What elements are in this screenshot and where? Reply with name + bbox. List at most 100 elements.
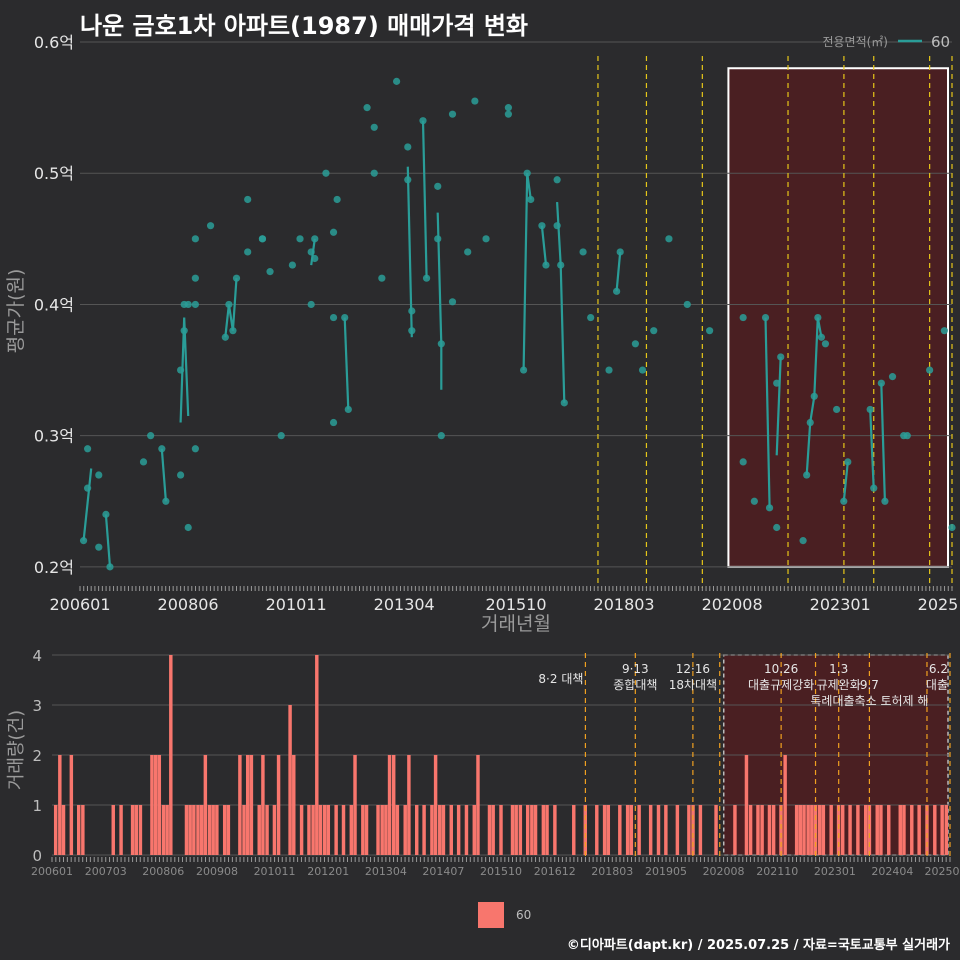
data-point <box>870 484 878 492</box>
data-point <box>553 222 561 230</box>
bar <box>387 755 392 855</box>
data-point <box>393 77 401 85</box>
bar <box>292 755 296 855</box>
bar <box>491 805 495 855</box>
x-tick-label: 20250 <box>925 865 960 878</box>
data-point <box>404 176 412 184</box>
bar <box>315 655 319 855</box>
data-point <box>370 123 378 131</box>
data-point <box>799 537 807 545</box>
data-point <box>527 195 535 204</box>
x-tick-label: 201011 <box>266 595 327 614</box>
data-point <box>888 373 897 381</box>
bar <box>222 805 227 855</box>
data-point <box>817 333 826 341</box>
x-tick-label: 200908 <box>196 865 238 878</box>
bar <box>207 805 212 855</box>
x-tick-label: 200703 <box>85 865 127 878</box>
bar <box>687 805 691 855</box>
bar <box>545 805 549 855</box>
x-tick-label: 202301 <box>814 865 856 878</box>
bar <box>472 805 477 855</box>
bar <box>476 755 480 855</box>
policy-annotation: 9.7 <box>860 678 879 692</box>
data-point <box>370 169 378 177</box>
x-tick-label: 201304 <box>365 865 407 878</box>
data-point <box>821 340 830 348</box>
data-point <box>408 327 416 335</box>
y-axis-title: 거래량(건) <box>6 710 27 790</box>
data-point <box>553 176 561 184</box>
data-point <box>84 484 92 492</box>
bar <box>629 805 634 855</box>
bottom-legend: 60 <box>478 902 531 928</box>
highlight-region <box>727 67 950 568</box>
data-point <box>322 169 330 177</box>
data-point <box>739 458 747 466</box>
data-point <box>903 432 911 440</box>
data-point <box>504 110 512 118</box>
data-point <box>296 235 304 243</box>
bar <box>821 805 826 855</box>
data-point <box>404 143 412 151</box>
bar <box>395 805 400 855</box>
x-tick-label: 201510 <box>480 865 522 878</box>
data-point <box>739 313 747 322</box>
y-axis-title: 평균가(원) <box>5 269 27 354</box>
policy-annotation: 8·2 대책 <box>538 671 583 686</box>
series-line-segment <box>880 383 886 502</box>
data-point <box>881 497 889 505</box>
bar <box>533 805 538 855</box>
data-point <box>329 418 338 427</box>
x-tick-label: 201510 <box>485 595 546 614</box>
data-point <box>579 248 587 256</box>
bar <box>422 805 426 855</box>
x-tick-label: 202110 <box>756 865 798 878</box>
y-tick-label: 1 <box>32 797 42 815</box>
legend-swatch <box>478 902 504 928</box>
bar <box>119 805 123 855</box>
data-point <box>773 523 781 532</box>
bar <box>541 805 546 855</box>
bar <box>81 805 85 855</box>
bar <box>111 805 115 855</box>
data-point <box>464 248 472 256</box>
x-tick-label: 202008 <box>703 865 745 878</box>
bar <box>165 805 169 855</box>
bar <box>380 805 384 855</box>
bar <box>130 805 135 855</box>
policy-annotation: 대출 <box>926 678 948 692</box>
bar <box>441 805 446 855</box>
bar <box>153 755 158 855</box>
bar <box>618 805 622 855</box>
data-point <box>844 458 852 466</box>
bar <box>840 805 845 855</box>
bar <box>813 805 818 855</box>
bar <box>384 805 388 855</box>
series-line-segment <box>179 317 190 423</box>
bar <box>134 805 139 855</box>
bar <box>714 805 718 855</box>
bar <box>595 805 599 855</box>
data-point <box>605 366 613 374</box>
data-point <box>948 523 956 532</box>
bar <box>744 755 749 855</box>
bar <box>698 805 703 855</box>
data-point <box>471 97 479 105</box>
bar <box>583 805 588 855</box>
bar <box>875 805 879 855</box>
bar <box>553 805 557 855</box>
bar <box>311 805 315 855</box>
credit-text: ©디아파트(dapt.kr) / 2025.07.25 / 자료=국토교통부 실… <box>566 938 950 953</box>
data-point <box>232 274 241 282</box>
bar <box>944 805 949 855</box>
x-tick-label: 2025 <box>918 595 959 614</box>
bar <box>848 805 852 855</box>
bar <box>407 755 411 855</box>
data-point <box>448 110 457 118</box>
data-point <box>79 537 88 545</box>
bar <box>887 805 891 855</box>
data-point <box>311 235 319 243</box>
bar <box>161 805 166 855</box>
